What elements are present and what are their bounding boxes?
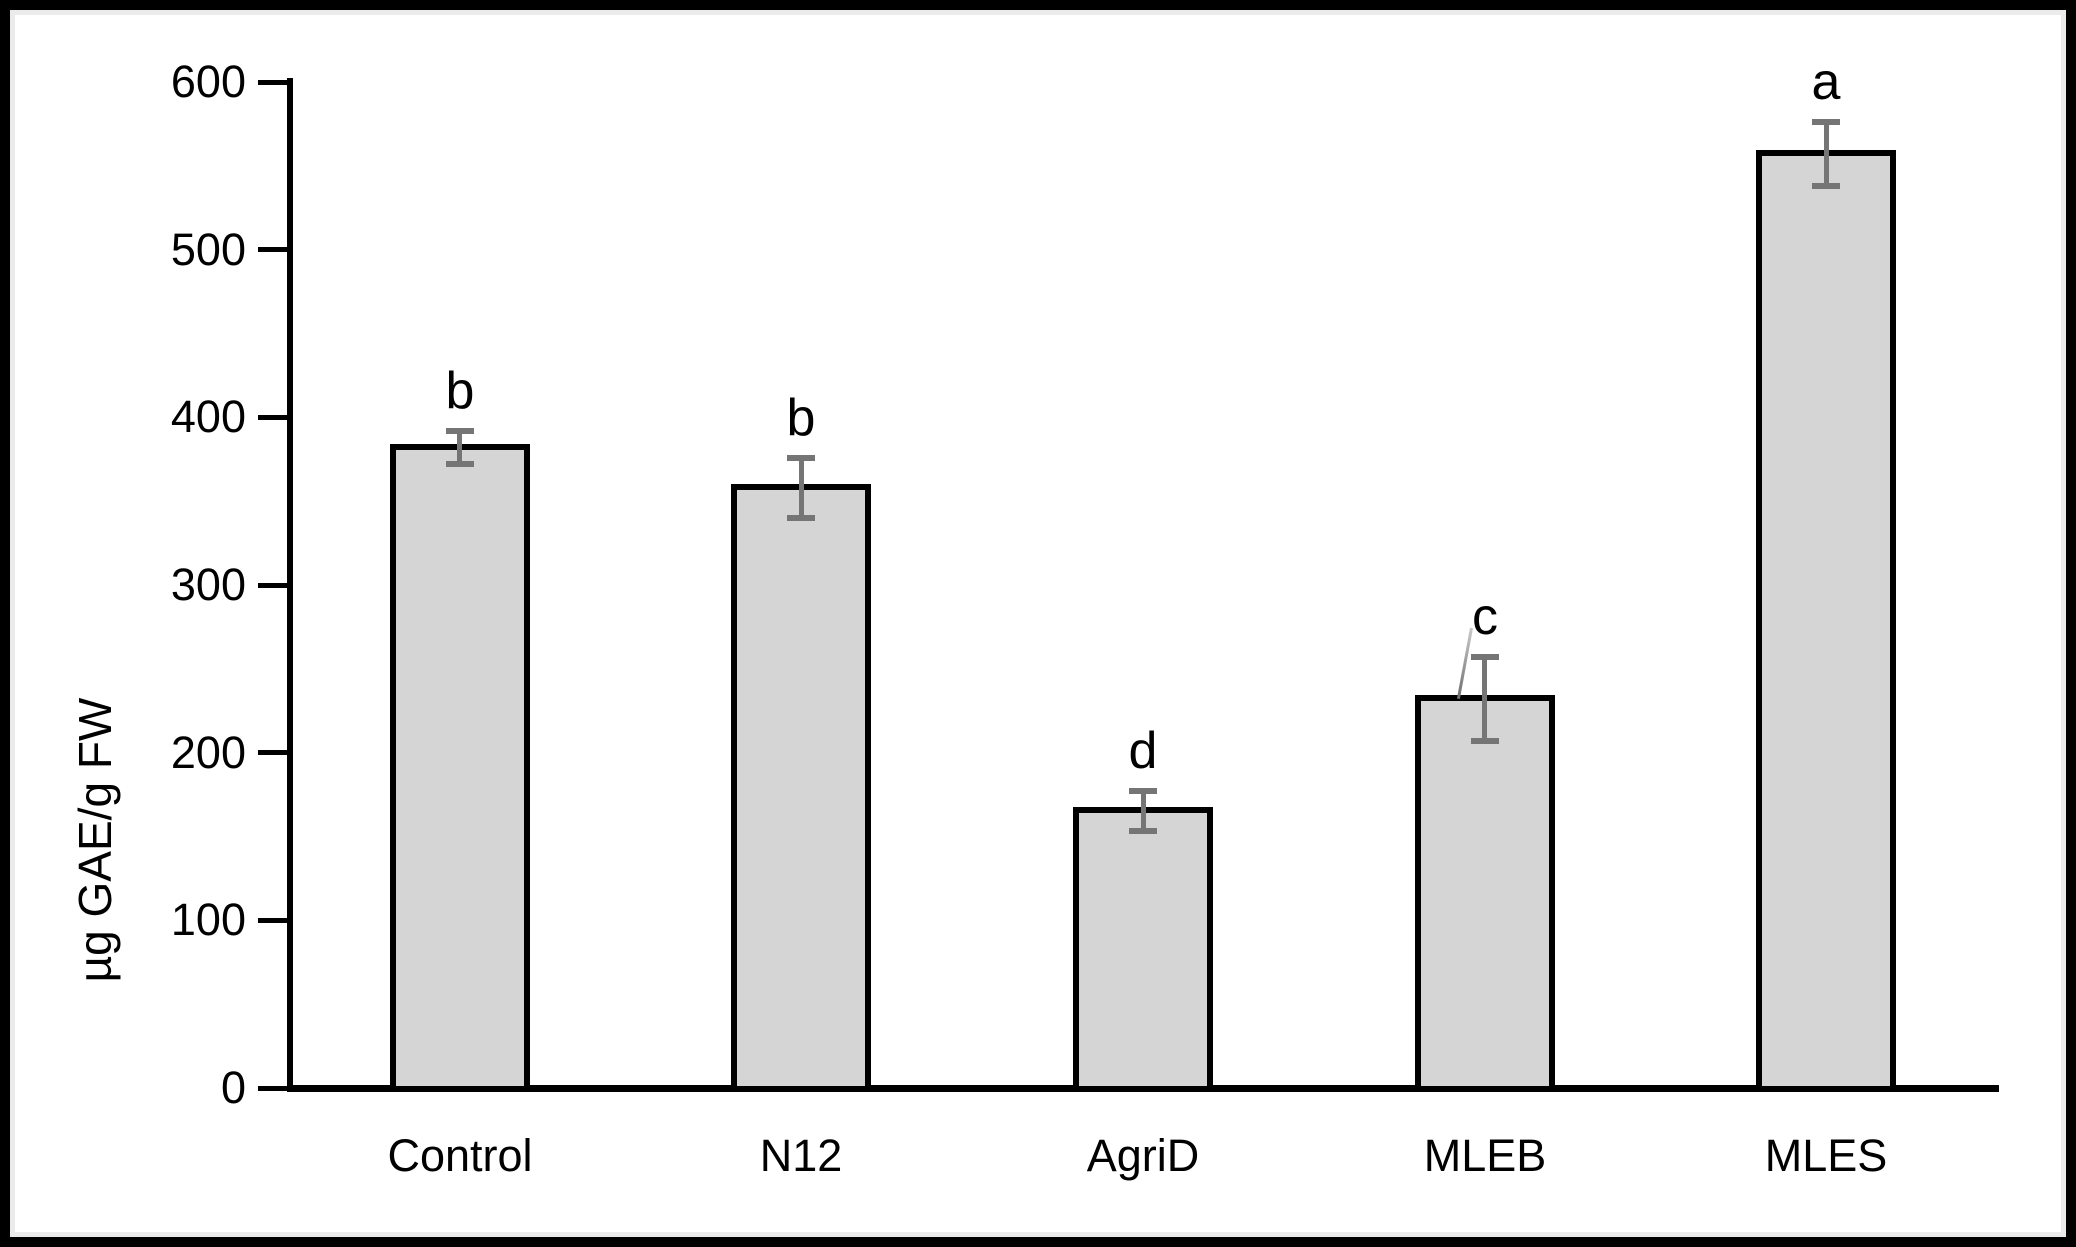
error-bar-bottom-cap: [446, 461, 474, 467]
error-bar-line: [1482, 657, 1487, 741]
error-bar-line: [799, 458, 804, 518]
bar-n12: [731, 484, 871, 1092]
bar-mleb: [1415, 695, 1555, 1092]
y-tick-label: 400: [170, 391, 246, 442]
y-axis-line: [287, 78, 293, 1092]
error-bar-top-cap: [1471, 654, 1499, 660]
error-bar-bottom-cap: [1471, 738, 1499, 744]
bar-mles: [1756, 150, 1896, 1092]
sig-letter-mles: a: [1811, 53, 1841, 111]
bar-control: [390, 444, 530, 1092]
x-tick-label-control: Control: [387, 1130, 533, 1181]
y-tick-label: 0: [220, 1062, 246, 1113]
y-tick-mark: [258, 415, 289, 420]
y-tick-label: 600: [170, 56, 246, 107]
error-bar-line: [1141, 791, 1146, 831]
error-bar-top-cap: [787, 455, 815, 461]
y-tick-mark: [258, 1086, 289, 1091]
bar-agrid: [1073, 807, 1213, 1092]
sig-letter-agrid: d: [1128, 722, 1158, 780]
y-tick-mark: [258, 80, 289, 85]
y-tick-mark: [258, 583, 289, 588]
y-tick-label: 500: [170, 224, 246, 275]
error-bar-bottom-cap: [1129, 828, 1157, 834]
y-tick-mark: [258, 247, 289, 252]
x-tick-label-mles: MLES: [1764, 1130, 1888, 1181]
sig-letter-mleb: c: [1472, 588, 1498, 646]
sig-letter-control: b: [445, 362, 475, 420]
error-bar-bottom-cap: [787, 515, 815, 521]
y-tick-label: 200: [170, 727, 246, 778]
error-bar-line: [1824, 122, 1829, 186]
error-bar-top-cap: [1812, 119, 1840, 125]
y-tick-label: 300: [170, 559, 246, 610]
y-tick-mark: [258, 918, 289, 923]
y-tick-label: 100: [170, 894, 246, 945]
error-bar-top-cap: [446, 428, 474, 434]
x-tick-label-agrid: AgriD: [1086, 1130, 1200, 1181]
y-tick-mark: [258, 750, 289, 755]
x-tick-label-mleb: MLEB: [1423, 1130, 1547, 1181]
sig-letter-n12: b: [786, 389, 816, 447]
error-bar-top-cap: [1129, 788, 1157, 794]
error-bar-bottom-cap: [1812, 183, 1840, 189]
x-tick-label-n12: N12: [759, 1130, 843, 1181]
error-bar-line: [457, 431, 462, 465]
